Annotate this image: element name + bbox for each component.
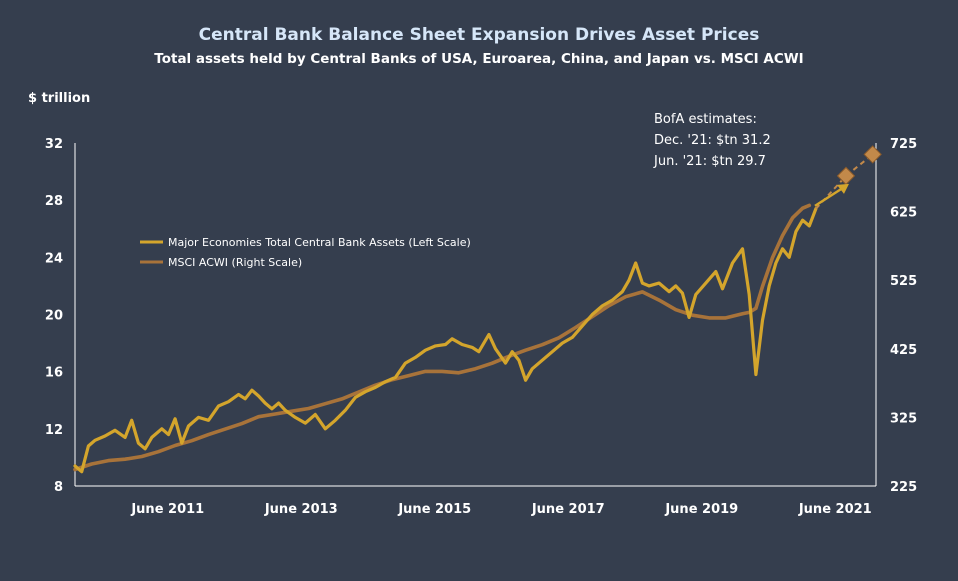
left-tick-label: 24	[45, 251, 63, 266]
right-tick-label: 525	[890, 274, 917, 289]
left-tick-label: 28	[45, 194, 63, 209]
annotation-line-2: Dec. '21: $tn 31.2	[654, 133, 771, 148]
annotation-arrow-shaft	[814, 186, 844, 207]
projection-line	[815, 153, 874, 210]
marker-dec-21	[863, 145, 882, 164]
series-line-msci-acwi	[73, 203, 812, 472]
annotation-arrow-head	[836, 183, 849, 194]
x-tick-label: June 2011	[130, 502, 204, 517]
left-tick-label: 16	[45, 366, 63, 381]
legend-label-msci: MSCI ACWI (Right Scale)	[168, 256, 302, 269]
x-tick-label: June 2019	[664, 502, 738, 517]
left-axis-ticks: 8 12 16 20 24 28 32	[45, 137, 63, 495]
right-axis-ticks: 225 325 425 525 625 725	[890, 137, 917, 495]
series-line-central-bank-assets	[73, 207, 818, 474]
legend: Major Economies Total Central Bank Asset…	[140, 236, 471, 269]
annotation-line-3: Jun. '21: $tn 29.7	[653, 154, 766, 169]
axes	[74, 143, 877, 487]
chart-title: Central Bank Balance Sheet Expansion Dri…	[199, 25, 760, 45]
right-tick-label: 325	[890, 411, 917, 426]
x-tick-label: June 2015	[397, 502, 471, 517]
right-tick-label: 625	[890, 206, 917, 221]
x-tick-label: June 2013	[264, 502, 338, 517]
left-tick-label: 12	[45, 423, 63, 438]
legend-entry-msci: MSCI ACWI (Right Scale)	[140, 256, 302, 269]
left-tick-label: 32	[45, 137, 63, 152]
left-tick-label: 8	[54, 480, 63, 495]
right-tick-label: 725	[890, 137, 917, 152]
left-tick-label: 20	[45, 309, 63, 324]
annotation-line-1: BofA estimates:	[654, 112, 757, 127]
annotation: BofA estimates: Dec. '21: $tn 31.2 Jun. …	[653, 112, 771, 169]
projection-layer	[814, 145, 882, 210]
x-axis-ticks: June 2011 June 2013 June 2015 June 2017 June…	[130, 502, 871, 517]
right-tick-label: 225	[890, 480, 917, 495]
legend-entry-assets: Major Economies Total Central Bank Asset…	[140, 236, 471, 249]
x-tick-label: June 2021	[798, 502, 872, 517]
series-layer	[73, 203, 818, 474]
legend-label-assets: Major Economies Total Central Bank Asset…	[168, 236, 471, 249]
x-tick-label: June 2017	[531, 502, 605, 517]
right-tick-label: 425	[890, 343, 917, 358]
left-axis-label: $ trillion	[28, 91, 90, 106]
marker-jun-21	[836, 166, 856, 186]
chart-subtitle: Total assets held by Central Banks of US…	[154, 51, 803, 67]
